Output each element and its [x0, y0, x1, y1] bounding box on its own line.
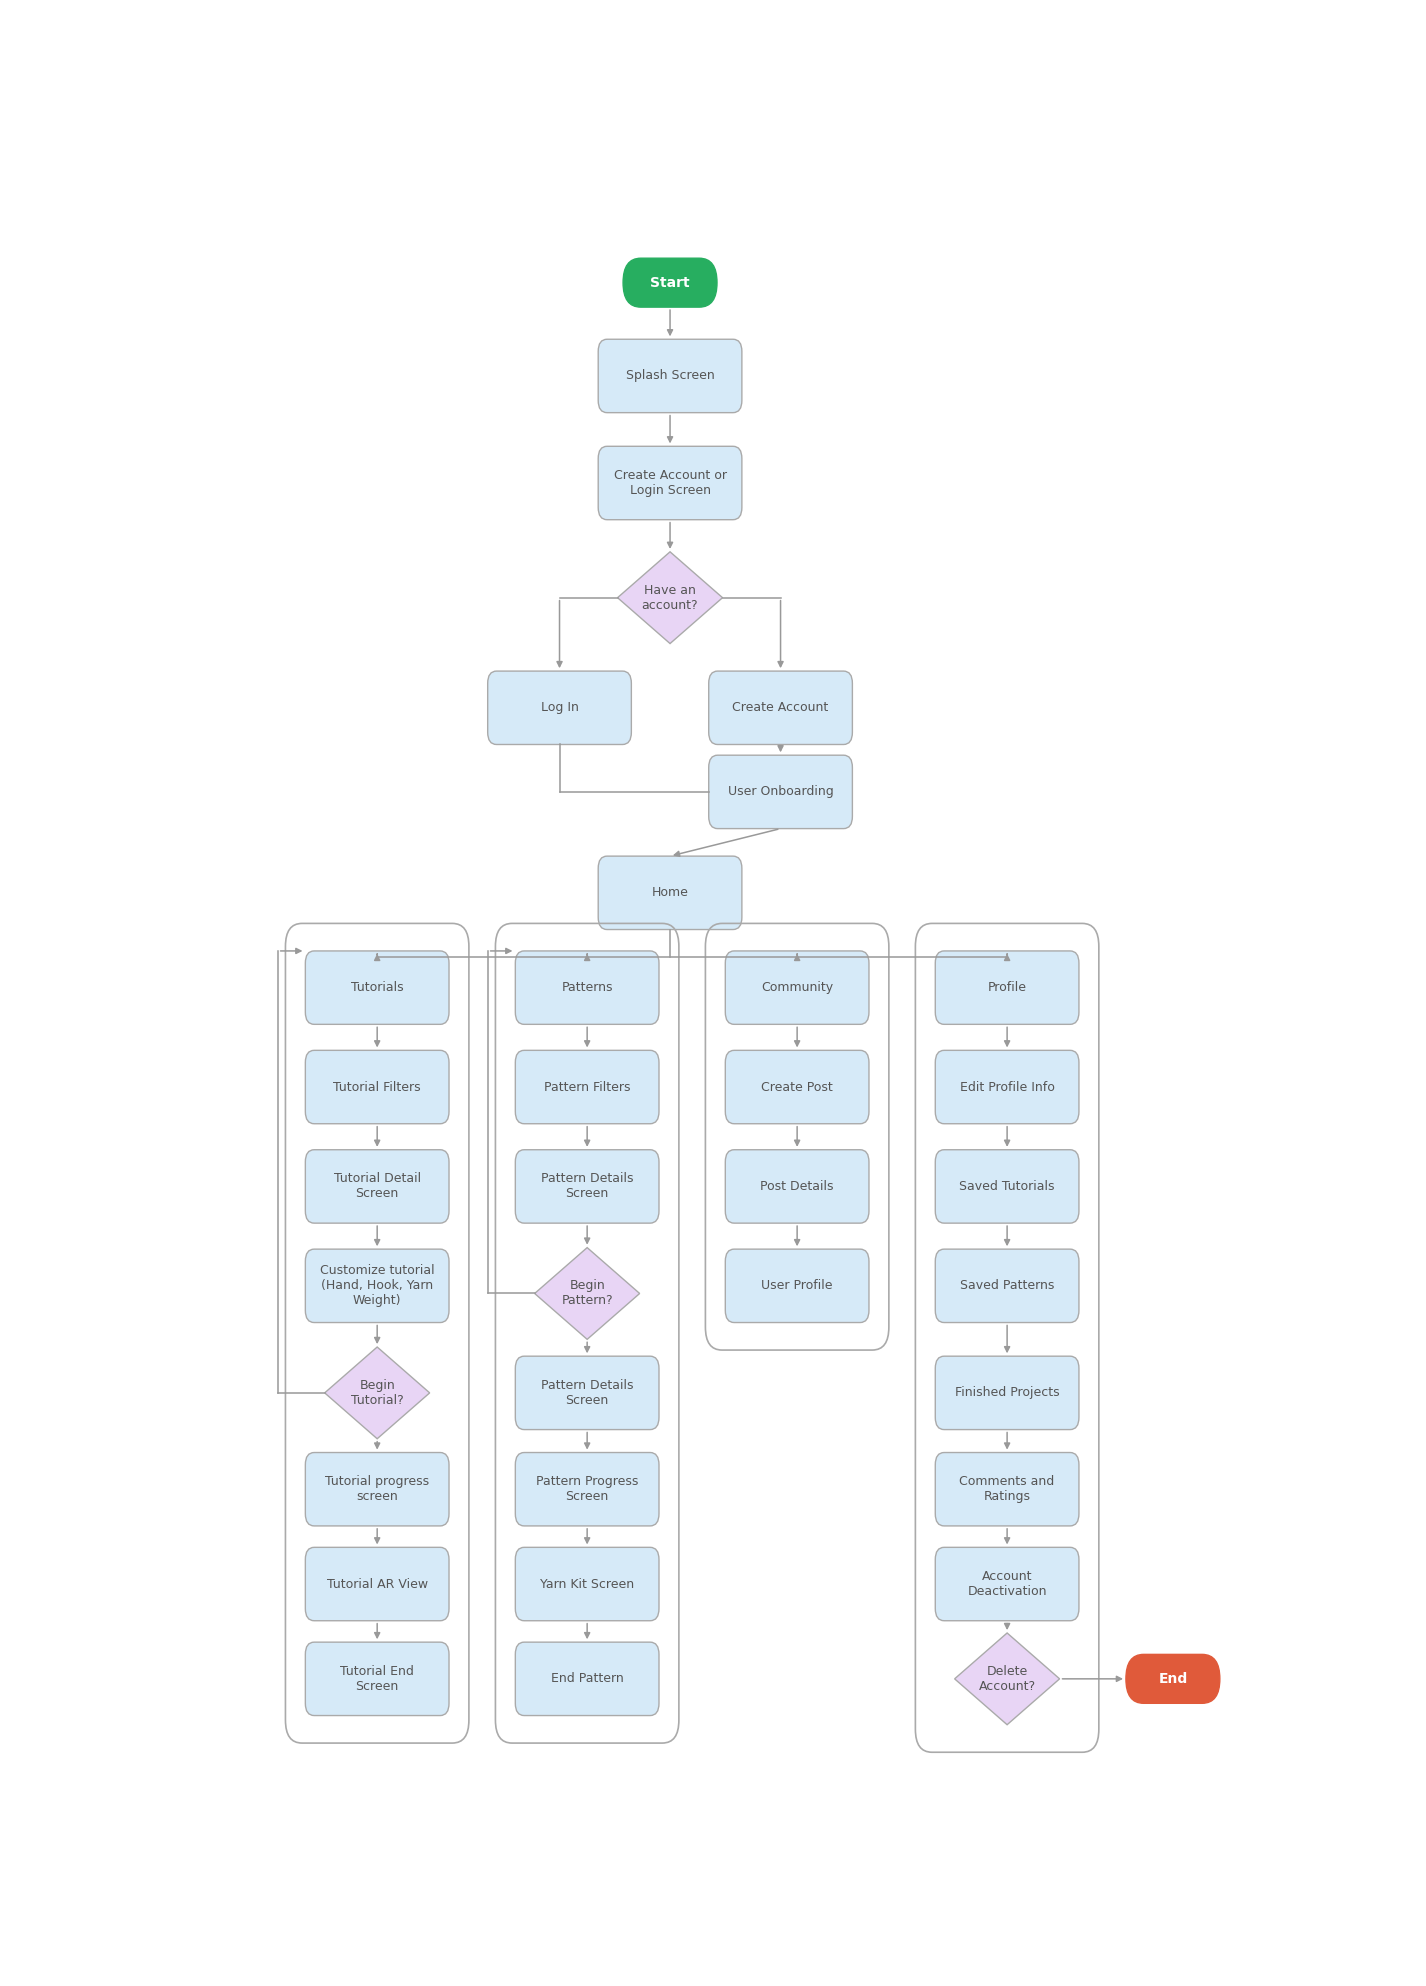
FancyBboxPatch shape	[515, 1051, 659, 1124]
Text: Begin
Tutorial?: Begin Tutorial?	[351, 1378, 404, 1406]
Text: Pattern Details
Screen: Pattern Details Screen	[540, 1378, 633, 1406]
Text: Profile: Profile	[988, 981, 1027, 995]
Text: Start: Start	[650, 276, 690, 290]
Text: Saved Patterns: Saved Patterns	[960, 1279, 1054, 1293]
FancyBboxPatch shape	[1127, 1654, 1219, 1704]
FancyBboxPatch shape	[726, 951, 868, 1025]
Text: Saved Tutorials: Saved Tutorials	[960, 1180, 1055, 1194]
Text: Tutorial Filters: Tutorial Filters	[334, 1080, 421, 1094]
Text: Pattern Filters: Pattern Filters	[543, 1080, 630, 1094]
Text: Finished Projects: Finished Projects	[955, 1386, 1060, 1400]
FancyBboxPatch shape	[515, 1547, 659, 1621]
Text: Create Account or
Login Screen: Create Account or Login Screen	[613, 469, 726, 496]
Text: Pattern Details
Screen: Pattern Details Screen	[540, 1172, 633, 1200]
Polygon shape	[535, 1247, 640, 1339]
Text: Begin
Pattern?: Begin Pattern?	[562, 1279, 613, 1307]
FancyBboxPatch shape	[305, 1452, 449, 1525]
Text: Create Post: Create Post	[761, 1080, 833, 1094]
Text: End Pattern: End Pattern	[550, 1672, 623, 1686]
Text: Customize tutorial
(Hand, Hook, Yarn
Weight): Customize tutorial (Hand, Hook, Yarn Wei…	[319, 1265, 435, 1307]
Text: Have an
account?: Have an account?	[642, 584, 699, 612]
FancyBboxPatch shape	[935, 1452, 1079, 1525]
Text: Patterns: Patterns	[562, 981, 613, 995]
Text: Edit Profile Info: Edit Profile Info	[960, 1080, 1055, 1094]
FancyBboxPatch shape	[515, 1642, 659, 1716]
FancyBboxPatch shape	[709, 755, 853, 828]
FancyBboxPatch shape	[515, 1452, 659, 1525]
FancyBboxPatch shape	[515, 1150, 659, 1223]
FancyBboxPatch shape	[599, 340, 742, 413]
FancyBboxPatch shape	[726, 1051, 868, 1124]
Text: User Profile: User Profile	[761, 1279, 833, 1293]
FancyBboxPatch shape	[599, 856, 742, 929]
Text: Splash Screen: Splash Screen	[626, 369, 714, 383]
FancyBboxPatch shape	[935, 951, 1079, 1025]
Text: Create Account: Create Account	[733, 701, 829, 715]
FancyBboxPatch shape	[935, 1051, 1079, 1124]
Text: Tutorial progress
screen: Tutorial progress screen	[325, 1476, 429, 1503]
Polygon shape	[617, 552, 723, 643]
Text: Home: Home	[652, 886, 689, 900]
FancyBboxPatch shape	[599, 447, 742, 520]
FancyBboxPatch shape	[935, 1150, 1079, 1223]
Text: Tutorial AR View: Tutorial AR View	[327, 1577, 428, 1591]
FancyBboxPatch shape	[515, 951, 659, 1025]
Text: Tutorial Detail
Screen: Tutorial Detail Screen	[334, 1172, 421, 1200]
Text: Post Details: Post Details	[760, 1180, 834, 1194]
Text: User Onboarding: User Onboarding	[727, 784, 833, 798]
Text: Tutorial End
Screen: Tutorial End Screen	[341, 1664, 414, 1692]
FancyBboxPatch shape	[709, 671, 853, 745]
FancyBboxPatch shape	[305, 1547, 449, 1621]
Polygon shape	[325, 1347, 429, 1438]
Text: Log In: Log In	[540, 701, 579, 715]
FancyBboxPatch shape	[305, 1642, 449, 1716]
Text: Community: Community	[761, 981, 833, 995]
Text: Pattern Progress
Screen: Pattern Progress Screen	[536, 1476, 639, 1503]
Text: Comments and
Ratings: Comments and Ratings	[960, 1476, 1055, 1503]
FancyBboxPatch shape	[726, 1249, 868, 1323]
FancyBboxPatch shape	[515, 1356, 659, 1430]
FancyBboxPatch shape	[726, 1150, 868, 1223]
FancyBboxPatch shape	[935, 1547, 1079, 1621]
Text: Account
Deactivation: Account Deactivation	[967, 1571, 1047, 1599]
FancyBboxPatch shape	[305, 1249, 449, 1323]
FancyBboxPatch shape	[935, 1249, 1079, 1323]
Text: Tutorials: Tutorials	[351, 981, 404, 995]
Text: Delete
Account?: Delete Account?	[978, 1664, 1035, 1692]
FancyBboxPatch shape	[305, 1150, 449, 1223]
FancyBboxPatch shape	[305, 1051, 449, 1124]
FancyBboxPatch shape	[488, 671, 632, 745]
Text: End: End	[1158, 1672, 1188, 1686]
FancyBboxPatch shape	[623, 258, 717, 308]
FancyBboxPatch shape	[305, 951, 449, 1025]
FancyBboxPatch shape	[935, 1356, 1079, 1430]
Text: Yarn Kit Screen: Yarn Kit Screen	[540, 1577, 635, 1591]
Polygon shape	[954, 1632, 1060, 1724]
